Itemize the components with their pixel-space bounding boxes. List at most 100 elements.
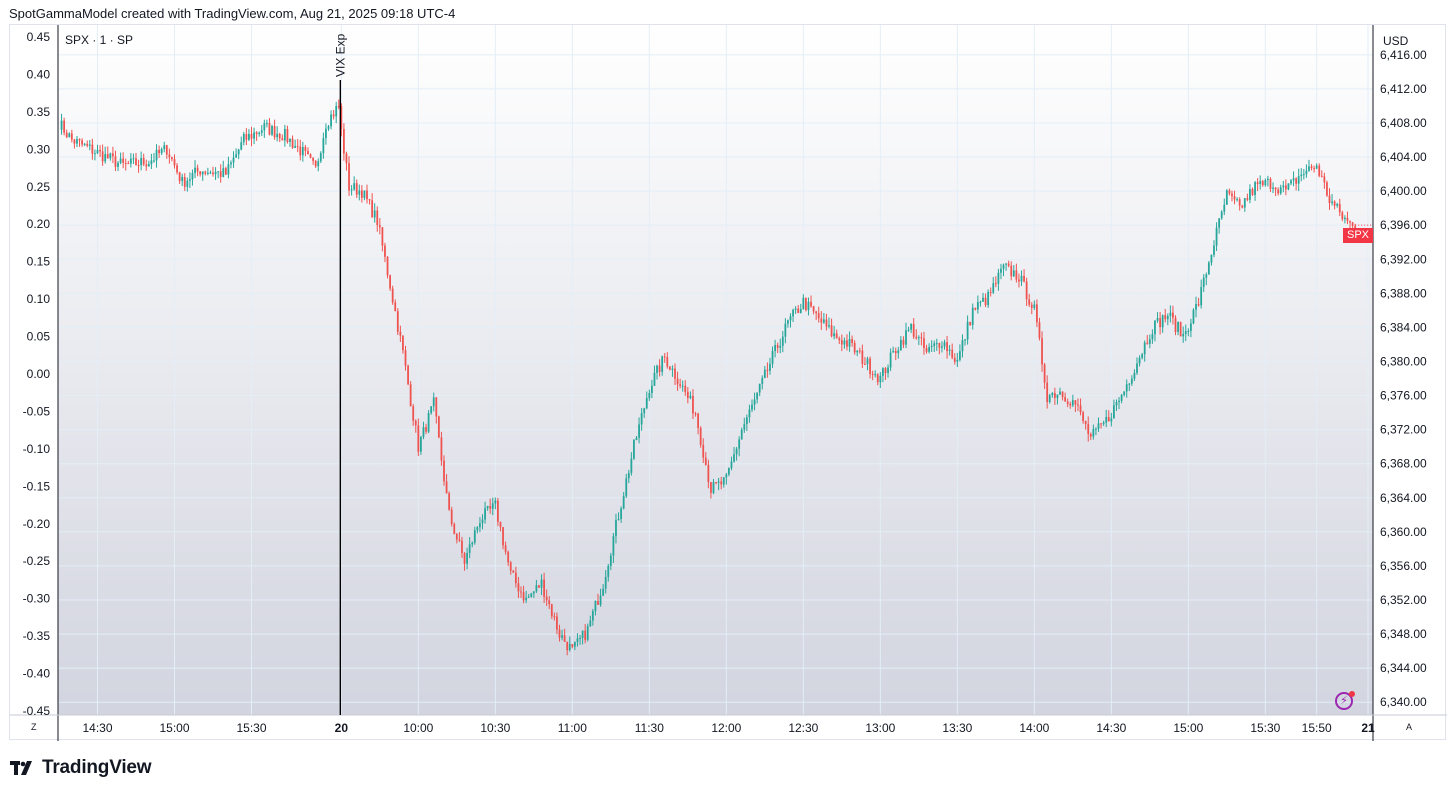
candle-body: [358, 190, 361, 195]
right-axis-tick-label: 6,372.00: [1380, 423, 1427, 437]
left-axis-tick-label: -0.10: [23, 442, 51, 456]
candle-body: [779, 345, 782, 348]
left-axis-tick-label: 0.15: [27, 255, 51, 269]
left-axis-tick-label: -0.15: [23, 479, 51, 493]
candle-body: [591, 611, 594, 621]
time-tick-label: 15:50: [1302, 721, 1332, 735]
candle-body: [209, 172, 212, 174]
left-axis-tick-label: 0.45: [27, 30, 51, 44]
right-axis-scale-button[interactable]: A: [1406, 722, 1413, 732]
candle-body: [1097, 423, 1100, 429]
candle-body: [915, 336, 918, 339]
left-axis[interactable]: 0.45 0.40 0.35 0.30 0.25 0.20 0.15 0.10 0.05 0.00…: [23, 30, 51, 718]
brand-logo[interactable]: TradingView: [10, 757, 152, 779]
candle-body: [1174, 317, 1177, 332]
candle-body: [340, 106, 343, 129]
candle-body: [938, 343, 941, 348]
candle-body: [517, 583, 520, 592]
candle-body: [1092, 428, 1095, 437]
tradingview-logo-icon: [10, 761, 32, 775]
candle-body: [740, 429, 743, 440]
candle-body: [317, 161, 320, 167]
currency-label[interactable]: USD: [1383, 34, 1409, 48]
left-axis-tick-label: 0.20: [27, 217, 51, 231]
candle-body: [820, 318, 823, 323]
candle-body: [640, 413, 643, 425]
candle-body: [956, 359, 959, 362]
candlestick-chart[interactable]: 0.45 0.40 0.35 0.30 0.25 0.20 0.15 0.10 0.05 0.00…: [10, 25, 1447, 741]
symbol-legend[interactable]: SPX · 1 · SP: [65, 33, 134, 47]
candle-body: [653, 372, 656, 386]
candle-body: [745, 417, 748, 425]
candle-body: [1071, 400, 1074, 406]
candle-body: [1225, 190, 1228, 205]
candle-body: [771, 350, 774, 364]
candle-body: [574, 641, 576, 647]
right-axis-tick-label: 6,352.00: [1380, 593, 1427, 607]
candle-body: [491, 503, 494, 509]
candle-body: [586, 626, 589, 640]
candle-body: [720, 481, 723, 485]
candle-body: [1020, 275, 1023, 282]
candle-body: [763, 369, 766, 379]
candle-body: [822, 319, 825, 323]
candle-body: [299, 146, 302, 156]
candle-body: [810, 301, 812, 307]
candle-body: [1207, 262, 1210, 275]
candle-body: [455, 534, 458, 540]
chart-frame[interactable]: 0.45 0.40 0.35 0.30 0.25 0.20 0.15 0.10 0.05 0.00…: [9, 24, 1447, 741]
candle-body: [1164, 315, 1167, 320]
time-axis[interactable]: 14:30 15:00 15:30 20 10:00 10:30 11:00 11:30 12:…: [82, 721, 1375, 735]
right-axis[interactable]: 6,416.00 6,412.00 6,408.00 6,404.00 6,400.00…: [1380, 48, 1427, 709]
candle-body: [538, 585, 540, 588]
candle-body: [1308, 166, 1310, 171]
candle-body: [1005, 263, 1007, 265]
candle-body: [1246, 198, 1249, 200]
right-axis-tick-label: 6,388.00: [1380, 286, 1427, 300]
candle-body: [733, 454, 735, 462]
candle-body: [1315, 165, 1318, 169]
right-axis-tick-label: 6,416.00: [1380, 48, 1427, 62]
candle-body: [530, 593, 533, 597]
candle-body: [335, 106, 338, 117]
candle-body: [625, 478, 628, 497]
left-axis-tick-label: 0.00: [27, 367, 51, 381]
candle-body: [738, 439, 741, 449]
candle-body: [712, 482, 715, 493]
candle-body: [689, 395, 692, 398]
left-axis-tick-label: 0.05: [27, 330, 51, 344]
candle-body: [368, 199, 371, 201]
candle-body: [255, 132, 258, 135]
candle-body: [127, 163, 130, 165]
candle-body: [502, 527, 504, 546]
candle-body: [307, 150, 309, 155]
candle-body: [224, 168, 227, 175]
candle-body: [1205, 274, 1208, 278]
candle-body: [797, 308, 800, 313]
candle-body: [407, 365, 409, 385]
candle-body: [1146, 342, 1149, 344]
candle-body: [761, 378, 764, 384]
candle-body: [982, 297, 984, 302]
candle-body: [887, 367, 889, 374]
candle-body: [620, 508, 622, 520]
lightning-icon[interactable]: ⚡: [1335, 692, 1353, 710]
candle-body: [679, 384, 682, 386]
candle-body: [787, 320, 789, 324]
candle-body: [979, 301, 982, 303]
candle-body: [825, 319, 828, 327]
candle-body: [402, 335, 404, 351]
time-tick-label: 15:00: [1173, 721, 1203, 735]
candle-body: [579, 637, 581, 639]
candle-body: [1043, 364, 1046, 383]
candle-body: [355, 183, 358, 195]
candle-body: [435, 397, 438, 417]
candle-body: [427, 413, 430, 432]
candle-body: [563, 635, 566, 642]
candle-body: [448, 493, 451, 510]
left-axis-scale-button[interactable]: Z: [31, 722, 37, 732]
candle-body: [155, 149, 158, 161]
candle-body: [869, 358, 871, 374]
candle-body: [581, 630, 584, 638]
candle-body: [992, 283, 995, 293]
